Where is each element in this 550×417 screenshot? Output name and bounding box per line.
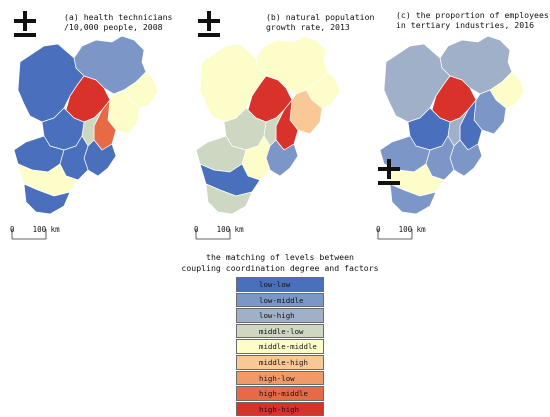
region-handan: [389, 183, 437, 215]
legend-label: high-high: [259, 404, 300, 414]
legend-item-low-middle: low-middle: [236, 292, 324, 308]
legend-item-low-high: low-high: [236, 308, 324, 323]
legend-item-middle-middle: middle-middle: [236, 339, 324, 354]
legend-item-low-low: low-low: [236, 277, 324, 292]
panel-title: (a) health technicians /10,000 people, 2…: [64, 12, 173, 32]
north-arrow-icon: [14, 11, 36, 37]
legend-item-high-low: high-low: [236, 370, 324, 386]
legend-label: middle-high: [259, 357, 308, 367]
map: [195, 35, 341, 215]
scale-label: 0 100 km: [10, 225, 60, 234]
panel-title: (c) the proportion of employees in terti…: [396, 10, 549, 30]
legend-label: high-middle: [259, 389, 308, 399]
legend-label: low-low: [259, 280, 291, 289]
scale-bar-icon: [11, 229, 47, 240]
legend: low-low low-middle low-high middle-low middl…: [236, 277, 324, 417]
scale-label: 0 100 km: [376, 225, 426, 234]
map: [379, 35, 525, 215]
region-handan: [205, 183, 253, 215]
legend-label: middle-middle: [259, 342, 317, 352]
legend-label: middle-low: [259, 326, 304, 336]
legend-label: high-low: [259, 373, 295, 383]
legend-item-high-middle: high-middle: [236, 386, 324, 401]
legend-item-middle-low: middle-low: [236, 323, 324, 339]
map-panel-b: (b) natural population growth rate, 2013…: [184, 0, 374, 250]
legend-item-middle-high: middle-high: [236, 354, 324, 370]
scale-label: 0 100 km: [194, 225, 244, 234]
north-arrow-icon: [198, 11, 220, 37]
region-handan: [23, 183, 71, 215]
scale-bar-icon: [195, 229, 231, 240]
legend-title: the matching of levels between coupling …: [181, 252, 379, 273]
legend-label: low-high: [259, 311, 295, 321]
legend-label: low-middle: [259, 295, 304, 305]
map-panel-a: (a) health technicians /10,000 people, 2…: [0, 0, 183, 250]
panel-title: (b) natural population growth rate, 2013: [266, 12, 375, 32]
map: [13, 35, 159, 215]
map-panel-c: (c) the proportion of employees in terti…: [366, 0, 549, 250]
scale-bar-icon: [377, 229, 413, 240]
north-arrow-icon: [378, 159, 400, 185]
